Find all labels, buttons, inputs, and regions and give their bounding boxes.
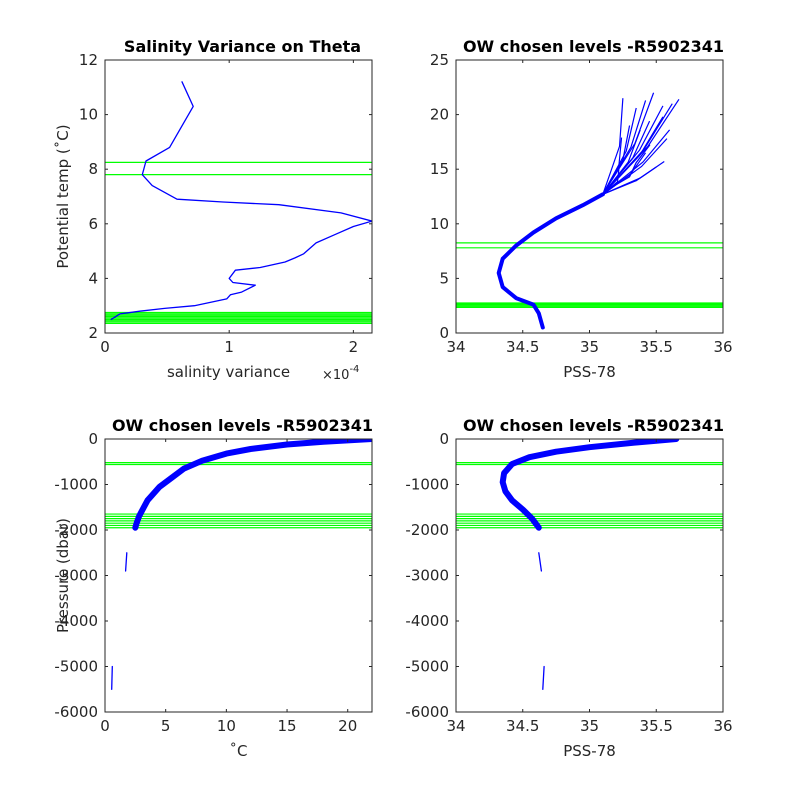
x-tick-label: 2 (349, 338, 359, 356)
x-tick-label: 35.5 (640, 717, 673, 735)
y-tick-label: -1000 (405, 476, 449, 494)
profile-series-line (110, 81, 372, 321)
x-axis-label: PSS-78 (563, 363, 616, 381)
plot-area (456, 92, 723, 330)
x-tick-label: 5 (161, 717, 171, 735)
axes-box (104, 59, 373, 334)
multiplier-exponent: -4 (349, 364, 359, 375)
x-tick-label: 34 (446, 338, 465, 356)
profile-series-line (538, 552, 543, 572)
y-tick-label: -6000 (54, 703, 98, 721)
y-tick-label: -5000 (405, 658, 449, 676)
panel-theta-salinity: 34 34.5 35 35.5 36 0 5 10 15 20 25 OW chosen levels… (430, 37, 733, 381)
x-axis-label: salinity variance (167, 363, 290, 381)
x-tick-label: 0 (100, 338, 110, 356)
y-tick-label: 25 (430, 51, 449, 69)
profile-series-line (132, 439, 372, 531)
axes-box (104, 438, 373, 713)
y-tick-label: 8 (88, 160, 98, 178)
axes-box (455, 59, 724, 334)
y-tick-label: -6000 (405, 703, 449, 721)
x-axis-label: ˚C (230, 742, 248, 760)
profile-fan-line (602, 166, 657, 195)
panel-pressure-temperature: 0 5 10 15 20-6000-5000-4000-3000-2000-10000O… (54, 416, 373, 760)
axes-box (455, 438, 724, 713)
y-tick-label: 6 (88, 215, 98, 233)
y-tick-label: -5000 (54, 658, 98, 676)
y-tick-label: 4 (88, 269, 98, 287)
x-tick-label: 34 (446, 717, 465, 735)
chart-title: OW chosen levels -R5902341 (463, 416, 724, 435)
panel-pressure-salinity: 34 34.5 35 35.5 36 -6000 -5000 -4000 -3000 -2000 -… (405, 416, 732, 760)
y-tick-label: 10 (79, 106, 98, 124)
y-axis-label: Pressure (dbar) (54, 518, 72, 633)
y-tick-label: 0 (439, 324, 449, 342)
x-axis-multiplier: ×10-4 (322, 364, 359, 383)
y-tick-label: 12 (79, 51, 98, 69)
x-tick-label: 20 (338, 717, 357, 735)
chart-title: OW chosen levels -R5902341 (463, 37, 724, 56)
y-tick-label: 15 (430, 160, 449, 178)
profile-fan-line (602, 152, 647, 195)
chart-title: OW chosen levels -R5902341 (112, 416, 373, 435)
x-axis-label: PSS-78 (563, 742, 616, 760)
y-tick-label: 10 (430, 215, 449, 233)
profile-series-line (124, 552, 128, 572)
multiplier-base: ×10 (322, 368, 349, 383)
y-tick-label: 0 (439, 430, 449, 448)
x-tick-label: 0 (100, 717, 110, 735)
y-tick-label: -3000 (54, 567, 98, 585)
x-tick-label: 34.5 (506, 338, 539, 356)
profile-series-line (496, 192, 605, 330)
y-tick-label: -4000 (405, 612, 449, 630)
profile-fan-line (602, 98, 624, 195)
x-tick-label: 35.5 (640, 338, 673, 356)
y-tick-label: -2000 (54, 521, 98, 539)
x-tick-label: 1 (224, 338, 234, 356)
x-tick-label: 34.5 (506, 717, 539, 735)
x-tick-label: 35 (580, 338, 599, 356)
x-tick-label: 35 (580, 717, 599, 735)
y-tick-label: 5 (439, 269, 449, 287)
plot-area (456, 439, 723, 690)
profile-series-line (111, 665, 113, 690)
y-tick-label: -3000 (405, 567, 449, 585)
profile-fan-line (602, 129, 641, 195)
y-tick-label: 0 (88, 430, 98, 448)
x-tick-label: 10 (217, 717, 236, 735)
plot-area (105, 439, 372, 690)
y-tick-label: -2000 (405, 521, 449, 539)
x-tick-label: 36 (713, 338, 732, 356)
y-tick-label: 2 (88, 324, 98, 342)
y-axis-label: Potential temp (˚C) (54, 124, 72, 268)
y-tick-label: -4000 (54, 612, 98, 630)
x-tick-label: 15 (277, 717, 296, 735)
x-tick-label: 36 (713, 717, 732, 735)
profile-fan-line (602, 116, 664, 195)
plot-area (105, 81, 372, 325)
chart-title: Salinity Variance on Theta (124, 37, 361, 56)
profile-series-line (542, 665, 545, 690)
y-tick-label: 20 (430, 106, 449, 124)
y-tick-label: -1000 (54, 476, 98, 494)
profile-series-line (499, 439, 680, 531)
profile-fan-line (602, 137, 623, 195)
